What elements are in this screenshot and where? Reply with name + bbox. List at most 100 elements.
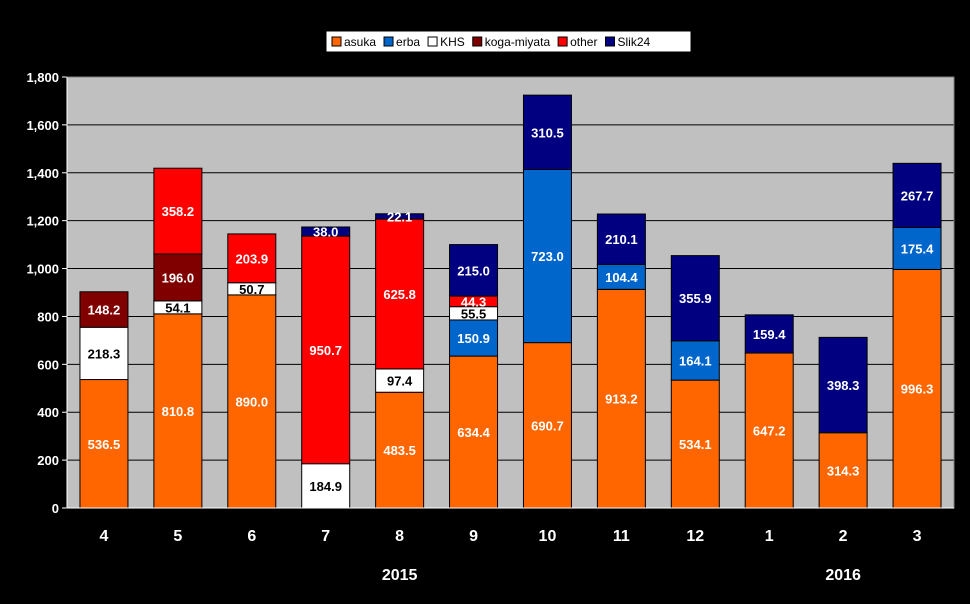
data-label: 890.0	[236, 394, 269, 409]
x-tick-label: 5	[173, 528, 182, 545]
legend-box	[325, 30, 692, 53]
legend-label: KHS	[440, 35, 465, 49]
legend-swatch-slik24	[604, 36, 615, 47]
data-label: 647.2	[753, 424, 786, 439]
data-label: 810.8	[162, 404, 195, 419]
bar-segment-slik24	[596, 213, 646, 265]
bar-segment-khs	[79, 326, 129, 381]
legend-label: koga-miyata	[485, 35, 551, 49]
bar-segment-slik24	[522, 94, 572, 170]
bar-segment-khs	[301, 463, 351, 509]
bar-segment-slik24	[670, 255, 720, 342]
data-label: 483.5	[383, 443, 416, 458]
y-tick-label: 1,400	[26, 166, 59, 181]
data-label: 159.4	[753, 327, 786, 342]
plot-background	[67, 77, 954, 508]
y-tick-label: 0	[52, 501, 59, 516]
data-label: 44.3	[461, 294, 486, 309]
y-tick-label: 600	[37, 357, 59, 372]
data-label: 267.7	[901, 188, 934, 203]
bar-segment-slik24	[818, 336, 868, 434]
x-tick-label: 6	[247, 528, 256, 545]
bar-segment-asuka	[227, 294, 277, 509]
legend-swatch-khs	[427, 36, 438, 47]
legend-swatch-koga-miyata	[472, 36, 483, 47]
y-tick-label: 200	[37, 453, 59, 468]
bar-segment-koga-miyata	[153, 253, 203, 302]
bar-segment-asuka	[79, 379, 129, 509]
bar-segment-erba	[522, 168, 572, 344]
data-label: 148.2	[88, 303, 121, 318]
data-label: 38.0	[313, 225, 338, 240]
y-tick-label: 1,000	[26, 262, 59, 277]
legend-label: other	[570, 35, 597, 49]
data-label: 54.1	[165, 300, 190, 315]
bar-segment-koga-miyata	[79, 291, 129, 328]
data-label: 150.9	[457, 331, 490, 346]
data-label: 104.4	[605, 270, 638, 285]
data-label: 184.9	[309, 479, 342, 494]
x-tick-label: 10	[539, 528, 557, 545]
data-label: 175.4	[901, 241, 934, 256]
data-label: 22.1	[387, 209, 412, 224]
x-tick-label: 9	[469, 528, 478, 545]
x-tick-label: 12	[686, 528, 704, 545]
legend-label: asuka	[344, 35, 376, 49]
data-label: 536.5	[88, 437, 121, 452]
data-label: 215.0	[457, 263, 490, 278]
x-tick-label: 4	[100, 528, 109, 545]
bar-segment-asuka	[892, 268, 942, 509]
bar-segment-erba	[596, 263, 646, 290]
y-tick-label: 1,800	[26, 70, 59, 85]
data-label: 690.7	[531, 418, 564, 433]
data-label: 534.1	[679, 437, 712, 452]
bar-segment-slik24	[892, 162, 942, 228]
x-tick-label: 3	[913, 528, 922, 545]
data-label: 310.5	[531, 125, 564, 140]
bar-segment-other	[375, 218, 425, 370]
data-label: 634.4	[457, 425, 490, 440]
bar-segment-other	[301, 235, 351, 465]
y-tick-label: 1,200	[26, 214, 59, 229]
legend-swatch-asuka	[331, 36, 342, 47]
data-label: 314.3	[827, 463, 860, 478]
legend-swatch-erba	[383, 36, 394, 47]
x-tick-label: 2	[839, 528, 848, 545]
x-tick-label: 1	[765, 528, 774, 545]
x-tick-label: 11	[613, 528, 630, 545]
year-label: 2016	[825, 567, 861, 584]
data-label: 358.2	[162, 204, 195, 219]
legend: asuka erba KHS koga-miyata other Slik24	[325, 30, 692, 53]
bar-segment-slik24	[301, 226, 351, 237]
bar-segment-slik24	[744, 314, 794, 354]
data-label: 196.0	[162, 270, 195, 285]
data-label: 55.5	[461, 306, 486, 321]
bar-segment-other	[153, 167, 203, 255]
y-tick-label: 800	[37, 309, 59, 324]
data-label: 164.1	[679, 353, 712, 368]
data-label: 218.3	[88, 346, 121, 361]
data-label: 398.3	[827, 378, 860, 393]
data-label: 97.4	[387, 374, 413, 389]
data-label: 203.9	[236, 251, 269, 266]
bar-segment-asuka	[670, 379, 720, 509]
data-label: 723.0	[531, 249, 564, 264]
bar-segment-slik24	[375, 213, 425, 220]
legend-label: Slik24	[617, 35, 650, 49]
bar-segment-slik24	[449, 244, 499, 297]
bar-segment-erba	[892, 226, 942, 270]
data-label: 950.7	[309, 343, 342, 358]
data-label: 996.3	[901, 382, 934, 397]
y-tick-label: 1,600	[26, 118, 59, 133]
legend-label: erba	[396, 35, 420, 49]
bar-segment-asuka	[522, 342, 572, 509]
data-label: 913.2	[605, 392, 638, 407]
bar-segment-asuka	[375, 391, 425, 509]
x-tick-label: 7	[321, 528, 330, 545]
data-label: 355.9	[679, 291, 712, 306]
y-tick-label: 400	[37, 405, 59, 420]
bar-segment-asuka	[449, 355, 499, 509]
legend-swatch-other	[557, 36, 568, 47]
